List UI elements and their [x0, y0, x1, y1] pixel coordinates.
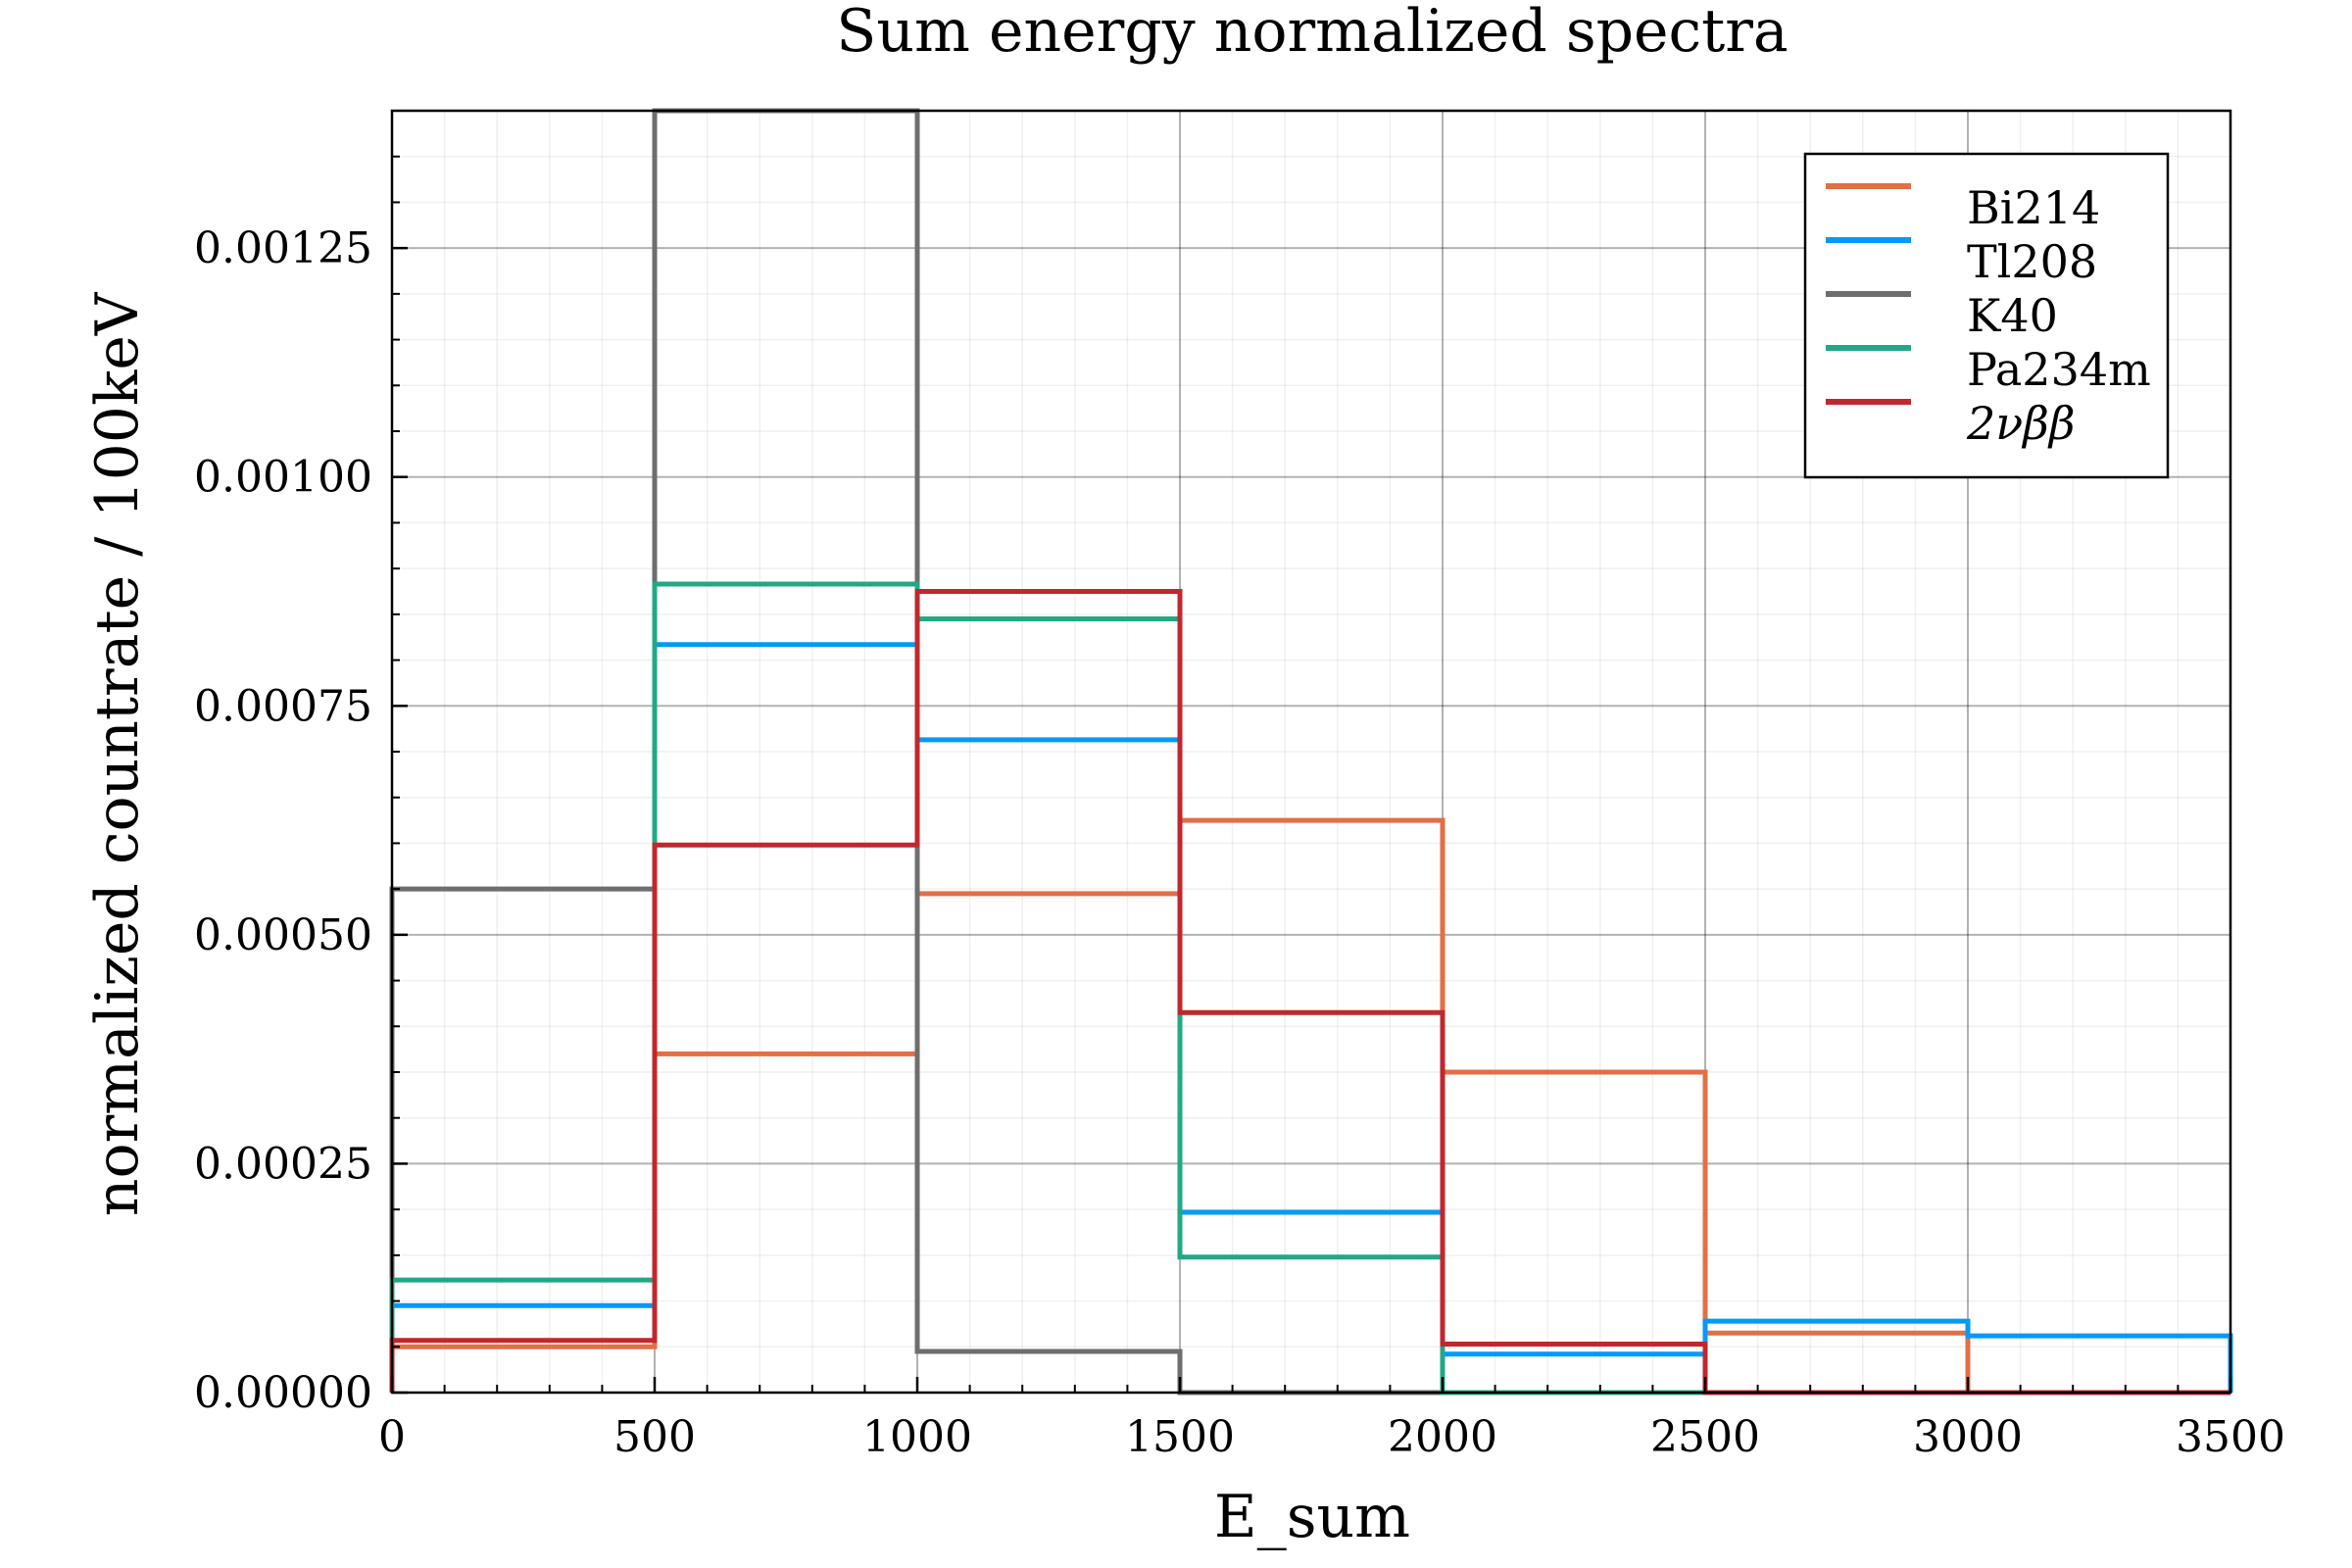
y-tick-label: 0.00025 — [194, 1139, 372, 1189]
legend-label-1: Tl208 — [1967, 235, 2097, 288]
x-tick-label: 1000 — [862, 1412, 972, 1462]
legend-label-0: Bi214 — [1967, 181, 2100, 234]
y-tick-label: 0.00000 — [194, 1368, 372, 1418]
x-tick-label: 2000 — [1388, 1412, 1497, 1462]
minor-grid — [392, 111, 2230, 1393]
axis-ticks — [390, 155, 2232, 1395]
x-tick-label: 0 — [378, 1412, 406, 1462]
x-axis-label: E_sum — [1214, 1483, 1410, 1551]
x-tick-label: 3500 — [2176, 1412, 2285, 1462]
x-tick-label: 500 — [613, 1412, 696, 1462]
x-tick-label: 1500 — [1125, 1412, 1235, 1462]
y-tick-label: 0.00075 — [194, 681, 372, 731]
x-tick-labels: 0 500 1000 1500 2000 2500 3000 3500 — [378, 1412, 2285, 1462]
legend-label-3: Pa234m — [1967, 343, 2151, 396]
legend-label-2: K40 — [1967, 289, 2058, 342]
legend-label-4: 2νββ — [1966, 397, 2075, 450]
y-tick-label: 0.00100 — [194, 453, 372, 503]
y-tick-label: 0.00125 — [194, 223, 372, 273]
y-tick-label: 0.00050 — [194, 910, 372, 960]
y-tick-labels: 0.00000 0.00025 0.00050 0.00075 0.00100 0.001… — [194, 223, 372, 1418]
x-tick-label: 3000 — [1913, 1412, 2023, 1462]
y-axis-label: normalized countrate / 100keV — [83, 291, 152, 1216]
chart-title: Sum energy normalized spectra — [836, 0, 1788, 66]
legend-box — [1803, 152, 2170, 479]
x-tick-label: 2500 — [1650, 1412, 1760, 1462]
